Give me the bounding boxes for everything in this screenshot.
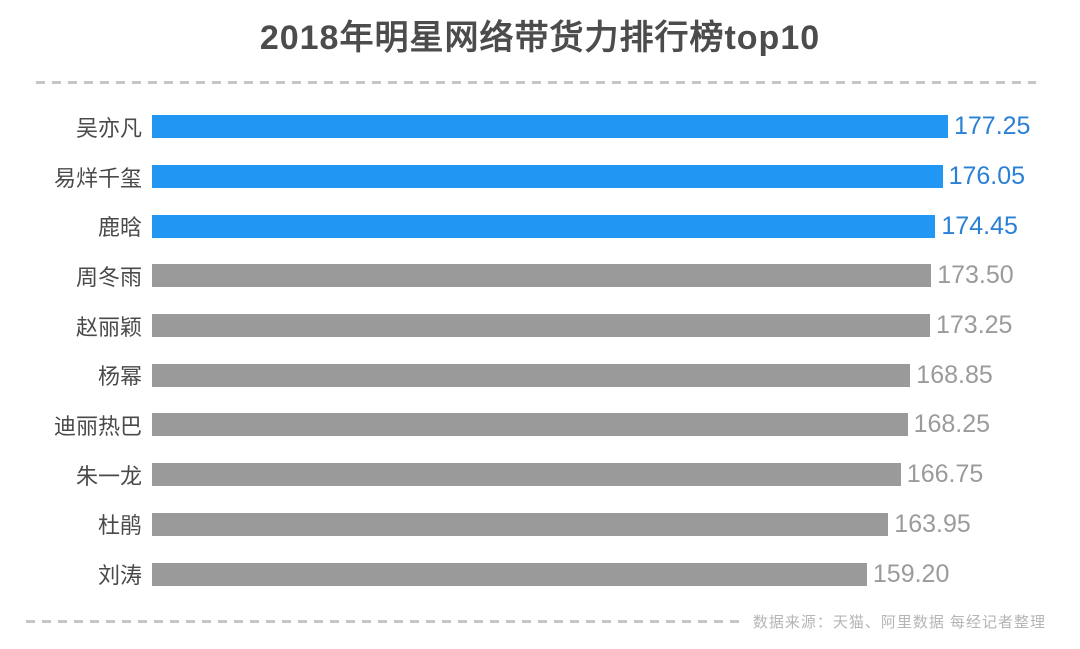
bar	[152, 363, 911, 387]
bar	[152, 562, 867, 586]
bar-label: 刘涛	[97, 563, 142, 589]
bar	[152, 264, 932, 288]
bar-value: 173.25	[936, 311, 1013, 340]
bar	[152, 314, 930, 338]
bar-row: 周冬雨 173.50	[0, 251, 1080, 301]
bar	[152, 165, 943, 189]
bar-label: 赵丽颖	[75, 314, 142, 340]
bar-row: 鹿晗 174.45	[0, 201, 1080, 251]
bottom-dashed-divider	[26, 619, 739, 623]
bar-value: 177.25	[954, 112, 1031, 141]
bar	[152, 413, 908, 437]
chart-title: 2018年明星网络带货力排行榜top10	[259, 19, 821, 57]
bar-row: 迪丽热巴 168.25	[0, 400, 1080, 450]
bar-row: 易烊千玺 176.05	[0, 152, 1080, 202]
bar-value: 159.20	[872, 559, 950, 588]
bar-value: 163.95	[894, 509, 971, 538]
bar-value: 174.45	[941, 211, 1018, 240]
bar-row: 刘涛 159.20	[0, 549, 1080, 599]
bar-label: 周冬雨	[75, 264, 142, 290]
bar-label: 迪丽热巴	[53, 413, 142, 439]
top-dashed-divider	[36, 81, 1036, 84]
bar-label: 朱一龙	[75, 463, 142, 489]
bar	[152, 115, 948, 139]
bar-label: 易烊千玺	[53, 165, 142, 191]
bar-value: 176.05	[948, 162, 1026, 191]
bar-row: 赵丽颖 173.25	[0, 301, 1080, 351]
bar-chart: 吴亦凡 177.25 易烊千玺 176.05 鹿晗 174.45 周冬雨 173.50 赵丽颖 1…	[0, 102, 1080, 599]
bar-value: 173.50	[937, 261, 1014, 290]
bar-row: 杜鹃 163.95	[0, 500, 1080, 550]
bar-label: 鹿晗	[97, 215, 142, 241]
bar-label: 杨幂	[97, 364, 142, 390]
bar-row: 杨幂 168.85	[0, 350, 1080, 400]
bar	[152, 512, 889, 536]
bar-label: 吴亦凡	[75, 115, 142, 141]
bar	[152, 463, 901, 487]
data-source-note: 数据来源：天猫、阿里数据 每经记者整理	[752, 613, 1046, 631]
bar-value: 168.25	[913, 410, 991, 439]
bar-row: 朱一龙 166.75	[0, 450, 1080, 500]
bar-row: 吴亦凡 177.25	[0, 102, 1080, 152]
bar	[152, 214, 936, 238]
bar-value: 168.85	[916, 360, 993, 389]
bar-value: 166.75	[906, 460, 984, 489]
bar-label: 杜鹃	[97, 513, 142, 539]
chart-footer: 数据来源：天猫、阿里数据 每经记者整理	[26, 611, 1046, 632]
